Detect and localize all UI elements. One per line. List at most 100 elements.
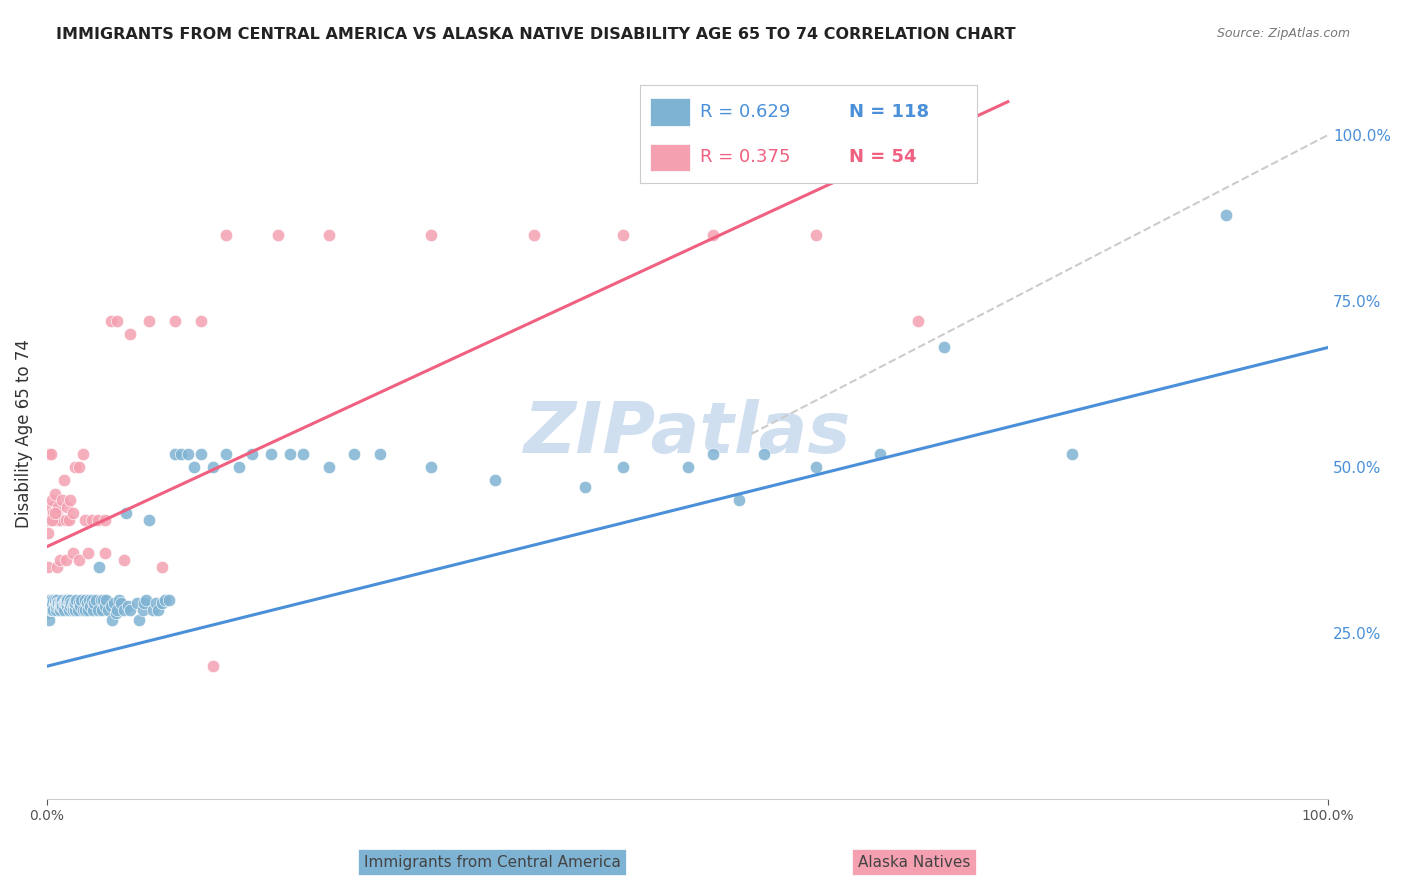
Y-axis label: Disability Age 65 to 74: Disability Age 65 to 74 — [15, 339, 32, 528]
Text: Immigrants from Central America: Immigrants from Central America — [364, 855, 620, 870]
Point — [55, 513, 77, 527]
Point — [318, 460, 340, 475]
Point — [51, 599, 73, 614]
FancyBboxPatch shape — [650, 98, 690, 126]
Point — [41, 493, 63, 508]
Point — [1215, 208, 1237, 222]
Point — [55, 596, 77, 610]
Point — [63, 596, 86, 610]
Point — [44, 592, 66, 607]
Point — [38, 513, 60, 527]
Point — [67, 596, 90, 610]
Point — [105, 314, 128, 328]
Point — [93, 546, 115, 560]
Point — [46, 559, 69, 574]
Point — [100, 599, 122, 614]
Point — [125, 596, 148, 610]
Point — [343, 447, 366, 461]
Point — [83, 596, 105, 610]
Point — [39, 447, 62, 461]
Point — [80, 592, 103, 607]
Point — [112, 603, 135, 617]
Text: Source: ZipAtlas.com: Source: ZipAtlas.com — [1216, 27, 1350, 40]
Point — [63, 603, 86, 617]
Point — [44, 507, 66, 521]
Point — [48, 599, 70, 614]
Point — [39, 592, 62, 607]
Point — [59, 493, 82, 508]
Point — [84, 592, 107, 607]
Point — [148, 603, 170, 617]
Point — [869, 447, 891, 461]
Point — [58, 513, 80, 527]
Point — [240, 447, 263, 461]
Point — [52, 596, 75, 610]
Point — [48, 596, 70, 610]
Point — [132, 603, 155, 617]
Point — [41, 513, 63, 527]
Point — [46, 592, 69, 607]
Text: R = 0.629: R = 0.629 — [700, 103, 790, 121]
Point — [93, 513, 115, 527]
Point — [91, 603, 114, 617]
Point — [76, 596, 98, 610]
Point — [67, 553, 90, 567]
Point — [38, 599, 60, 614]
Point — [420, 460, 443, 475]
Point — [163, 447, 186, 461]
Point — [42, 603, 65, 617]
Point — [278, 447, 301, 461]
Point — [48, 596, 70, 610]
Point — [134, 596, 156, 610]
Point — [202, 659, 225, 673]
Point — [702, 227, 724, 242]
Point — [676, 460, 699, 475]
Point — [215, 227, 238, 242]
Point — [62, 596, 84, 610]
Point — [574, 480, 596, 494]
Point — [110, 596, 132, 610]
Point — [907, 314, 929, 328]
Point — [727, 493, 749, 508]
Point — [292, 447, 315, 461]
Point — [120, 327, 142, 342]
Point — [56, 592, 79, 607]
Point — [77, 603, 100, 617]
Point — [48, 603, 70, 617]
Point — [38, 613, 60, 627]
Point — [115, 507, 138, 521]
Point — [51, 592, 73, 607]
Point — [190, 447, 212, 461]
Point — [135, 592, 157, 607]
Point — [190, 314, 212, 328]
Point — [153, 592, 176, 607]
Point — [39, 592, 62, 607]
Point — [82, 603, 104, 617]
Point — [1060, 447, 1083, 461]
Point — [87, 603, 110, 617]
Point — [177, 447, 200, 461]
Point — [202, 460, 225, 475]
Point — [60, 596, 83, 610]
Point — [170, 447, 193, 461]
Point — [45, 513, 67, 527]
Point — [215, 447, 238, 461]
Point — [484, 473, 506, 487]
Point — [46, 596, 69, 610]
Point — [94, 592, 117, 607]
Point — [55, 553, 77, 567]
Point — [138, 314, 160, 328]
Point — [754, 447, 776, 461]
Point — [120, 603, 142, 617]
Point — [145, 596, 167, 610]
Text: N = 118: N = 118 — [849, 103, 929, 121]
Point — [804, 227, 827, 242]
Point — [69, 599, 91, 614]
Text: Alaska Natives: Alaska Natives — [858, 855, 970, 870]
Point — [266, 227, 288, 242]
Point — [260, 447, 283, 461]
Point — [48, 500, 70, 514]
Point — [318, 227, 340, 242]
Point — [65, 592, 87, 607]
Point — [38, 447, 60, 461]
